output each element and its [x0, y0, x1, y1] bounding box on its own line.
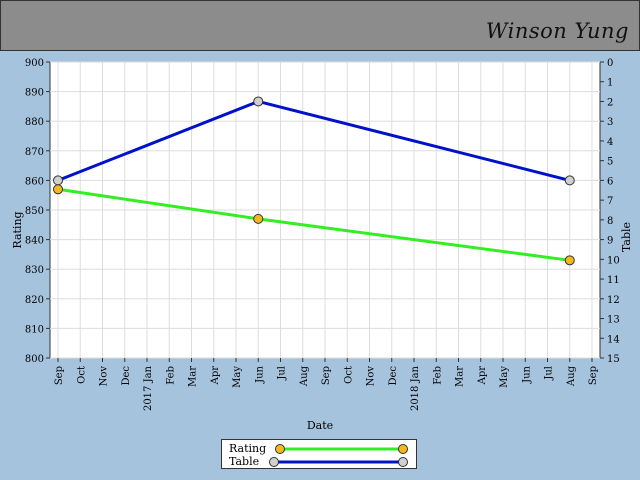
y-left-tick-label: 900 — [25, 58, 44, 69]
y-axis-left-label: Rating — [11, 211, 24, 248]
grid-lines — [50, 61, 600, 359]
y-left-tick-label: 870 — [25, 147, 44, 158]
y-right-tick-label: 6 — [607, 176, 613, 187]
data-point-rating — [53, 184, 63, 195]
y-right-tick-label: 4 — [607, 137, 613, 148]
x-tick-label: Sep — [54, 366, 65, 385]
legend-swatch-table — [269, 457, 408, 467]
player-name: Winson Yung — [485, 19, 629, 43]
y-right-tick-label: 9 — [607, 236, 613, 247]
x-tick-label: Aug — [299, 365, 310, 387]
x-tick-label: Apr — [210, 366, 221, 386]
y-right-tick-label: 5 — [607, 157, 613, 168]
legend-item-table: Table — [222, 455, 418, 469]
x-tick-label: Feb — [432, 366, 443, 385]
y-left-tick-label: 820 — [25, 295, 44, 306]
y-right-tick-label: 11 — [607, 275, 620, 286]
y-left-tick-label: 890 — [25, 88, 44, 99]
legend-label-rating: Rating — [229, 442, 267, 455]
x-tick-label: Nov — [366, 366, 377, 387]
x-tick-label: Oct — [343, 366, 354, 384]
legend: Rating Table — [221, 439, 417, 469]
y-left-tick-label: 800 — [25, 354, 44, 365]
y-left-tick-label: 880 — [25, 117, 44, 128]
y-right-tick-label: 15 — [607, 354, 620, 365]
data-point-rating — [253, 213, 264, 224]
data-point-table — [564, 175, 575, 186]
x-tick-label: Nov — [99, 366, 110, 387]
y-left-tick-label: 810 — [25, 324, 44, 335]
x-tick-label: Dec — [388, 366, 399, 386]
legend-swatch-rating — [275, 444, 408, 454]
series-group — [53, 96, 575, 266]
y-right-tick-label: 2 — [607, 97, 613, 108]
data-point-table — [253, 96, 264, 107]
y-right-tick-label: 14 — [607, 334, 620, 345]
y-left-tick-label: 860 — [25, 176, 44, 187]
y-right-tick-label: 1 — [607, 78, 613, 89]
x-tick-label: May — [232, 366, 243, 388]
x-tick-label: Mar — [188, 366, 199, 387]
y-right-tick-label: 12 — [607, 295, 620, 306]
x-tick-label: 2017 Jan — [143, 365, 154, 411]
y-axis-right-label: Table — [620, 222, 633, 252]
y-left-tick-label: 830 — [25, 265, 44, 276]
x-tick-label: Dec — [121, 366, 132, 386]
x-tick-label: Apr — [477, 366, 488, 386]
data-point-rating — [564, 255, 575, 266]
y-right-tick-label: 8 — [607, 216, 613, 227]
header-bar: Winson Yung — [0, 0, 640, 51]
x-tick-label: Jun — [521, 365, 532, 383]
data-point-table — [53, 175, 63, 186]
x-tick-label: Jul — [277, 366, 288, 381]
x-axis-label: Date — [307, 419, 333, 432]
x-tick-label: Feb — [165, 366, 176, 385]
x-tick-label: Sep — [588, 366, 599, 385]
legend-item-rating: Rating — [222, 442, 418, 456]
x-tick-label: Oct — [76, 366, 87, 384]
y-right-tick-label: 7 — [607, 196, 613, 207]
x-tick-label: Jun — [254, 365, 265, 383]
y-right-tick-label: 3 — [607, 117, 613, 128]
x-tick-label: May — [499, 366, 510, 388]
y-left-tick-label: 840 — [25, 236, 44, 247]
x-tick-label: Aug — [566, 365, 577, 387]
y-right-tick-label: 0 — [607, 58, 613, 69]
y-right-tick-label: 13 — [607, 315, 620, 326]
y-right-tick-label: 10 — [607, 255, 620, 266]
y-left-tick-label: 850 — [25, 206, 44, 217]
x-tick-label: 2018 Jan — [410, 365, 421, 411]
x-tick-label: Mar — [455, 366, 466, 387]
legend-label-table: Table — [229, 455, 260, 468]
x-tick-label: Jul — [544, 366, 555, 381]
x-tick-label: Sep — [321, 366, 332, 385]
